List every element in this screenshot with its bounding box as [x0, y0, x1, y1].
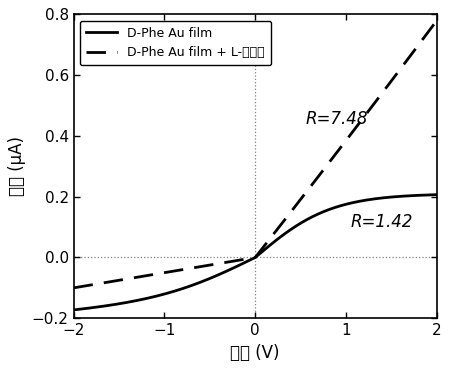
D-Phe Au film + L-色氨酸: [434, 18, 440, 23]
Y-axis label: 电流 (μA): 电流 (μA): [9, 136, 27, 196]
D-Phe Au film + L-色氨酸: [71, 286, 76, 290]
X-axis label: 电压 (V): 电压 (V): [230, 344, 280, 361]
D-Phe Au film + L-色氨酸: [320, 168, 326, 172]
Line: D-Phe Au film: D-Phe Au film: [74, 195, 437, 310]
D-Phe Au film: [434, 192, 440, 197]
D-Phe Au film + L-色氨酸: [231, 259, 236, 263]
D-Phe Au film: [231, 266, 236, 270]
D-Phe Au film: [354, 199, 360, 204]
D-Phe Au film + L-色氨酸: [108, 279, 113, 284]
Text: R=7.48: R=7.48: [305, 110, 368, 128]
D-Phe Au film + L-色氨酸: [354, 124, 360, 128]
D-Phe Au film: [218, 272, 223, 276]
Text: R=1.42: R=1.42: [351, 213, 413, 231]
Legend: D-Phe Au film, D-Phe Au film + L-色氨酸: D-Phe Au film, D-Phe Au film + L-色氨酸: [80, 21, 271, 65]
D-Phe Au film + L-色氨酸: [361, 115, 366, 120]
D-Phe Au film: [361, 198, 366, 203]
D-Phe Au film: [108, 303, 113, 307]
D-Phe Au film: [320, 210, 326, 214]
D-Phe Au film: [71, 308, 76, 312]
Line: D-Phe Au film + L-色氨酸: D-Phe Au film + L-色氨酸: [74, 20, 437, 288]
D-Phe Au film + L-色氨酸: [218, 261, 223, 266]
